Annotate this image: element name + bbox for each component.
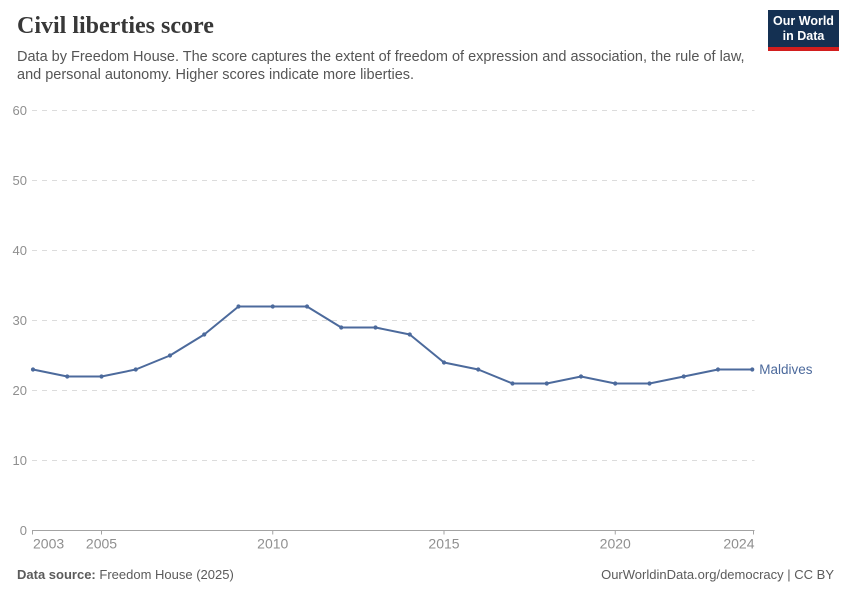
y-axis-tick-label: 20 <box>13 383 27 398</box>
owid-logo-text-line1: Our World <box>773 14 834 28</box>
data-point <box>407 332 412 337</box>
y-axis-tick-label: 40 <box>13 243 27 258</box>
data-point <box>544 381 549 386</box>
footer-attribution: OurWorldinData.org/democracy | CC BY <box>601 567 834 582</box>
data-point <box>304 304 310 309</box>
series-end-label: Maldives <box>759 362 813 377</box>
x-axis-tick-label: 2015 <box>428 536 459 552</box>
data-source-label: Data source: <box>17 567 96 582</box>
data-point <box>270 304 275 309</box>
data-point <box>373 325 378 330</box>
x-axis-tick-label: 2003 <box>33 536 64 552</box>
data-point <box>65 374 70 379</box>
y-axis-tick-label: 0 <box>20 523 27 538</box>
data-point <box>339 325 344 330</box>
data-point <box>681 374 686 379</box>
chart-footer: Data source: Freedom House (2025) OurWorl… <box>17 567 834 582</box>
owid-logo: Our World in Data <box>768 10 839 51</box>
x-axis-tick-label: 2005 <box>86 536 117 552</box>
data-point <box>578 374 584 379</box>
y-axis-tick-label: 60 <box>13 103 27 118</box>
data-point <box>441 360 447 365</box>
x-axis-tick-label: 2024 <box>723 536 754 552</box>
data-point <box>750 367 755 372</box>
data-source-value: Freedom House (2025) <box>99 567 234 582</box>
chart-title: Civil liberties score <box>17 13 214 39</box>
data-point <box>133 367 138 372</box>
data-point <box>715 367 721 372</box>
y-axis-tick-label: 50 <box>13 173 27 188</box>
owid-logo-text-line2: in Data <box>782 29 825 43</box>
data-point <box>613 381 618 386</box>
data-point <box>510 381 515 386</box>
owid-url-link[interactable]: OurWorldinData.org/democracy <box>601 567 784 582</box>
data-point <box>99 374 104 379</box>
chart-header: Civil liberties score Data by Freedom Ho… <box>17 13 757 85</box>
x-axis-tick-label: 2010 <box>257 536 288 552</box>
data-point <box>476 367 481 372</box>
data-point <box>30 367 36 372</box>
data-source-note: Data source: Freedom House (2025) <box>17 567 234 582</box>
data-point <box>167 353 173 358</box>
chart-subtitle: Data by Freedom House. The score capture… <box>17 49 745 84</box>
y-axis-tick-label: 10 <box>13 453 27 468</box>
license-link[interactable]: CC BY <box>794 567 834 582</box>
data-point <box>236 304 241 309</box>
data-point <box>202 332 207 337</box>
data-point <box>647 381 652 386</box>
y-axis-tick-label: 30 <box>13 313 27 328</box>
data-series-line <box>32 305 754 385</box>
footer-separator: | <box>783 567 795 582</box>
x-axis-tick-label: 2020 <box>600 536 631 552</box>
